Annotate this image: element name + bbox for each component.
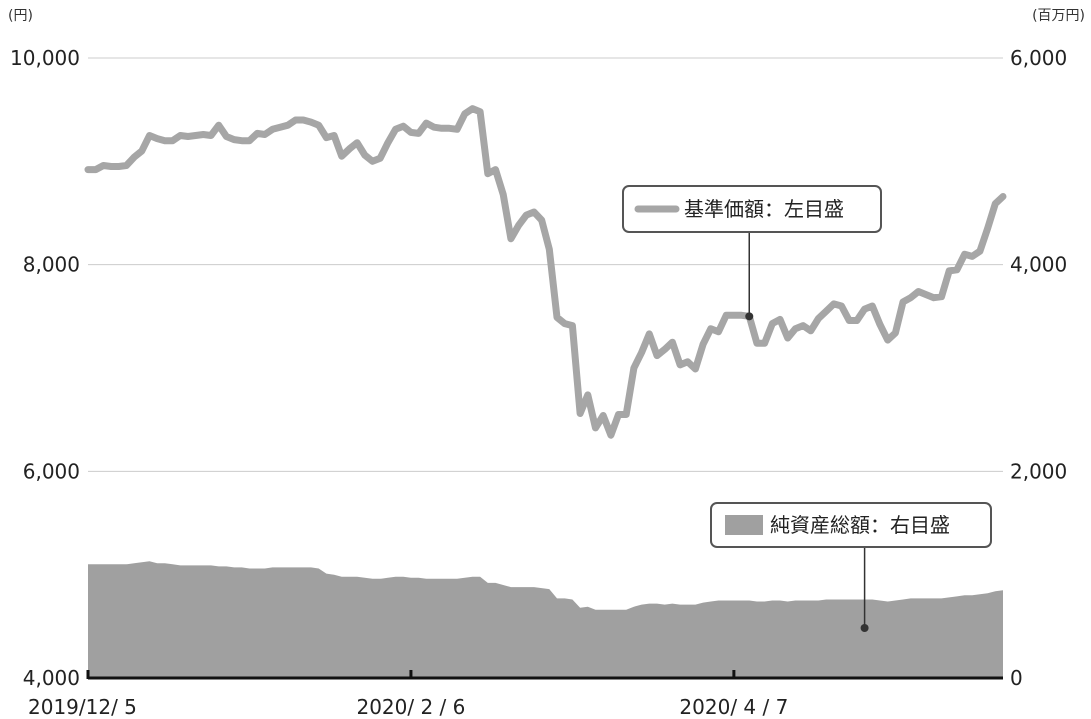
axes <box>86 670 1003 680</box>
assets-legend: 純資産総額：右目盛 <box>710 502 992 632</box>
nav-legend-label: 基準価額：左目盛 <box>684 197 844 221</box>
nav-legend-box <box>622 185 882 233</box>
assets-legend-swatch <box>725 515 763 535</box>
nav-line <box>84 105 1007 439</box>
x-tick-label: 2019/12/ 5 <box>28 695 137 719</box>
assets-legend-box <box>710 502 992 548</box>
assets-legend-label: 純資産総額：右目盛 <box>770 513 950 537</box>
left-y-tick-label: 8,000 <box>23 253 80 277</box>
right-y-tick-label: 4,000 <box>1010 253 1067 277</box>
right-y-tick-label: 2,000 <box>1010 459 1067 483</box>
x-tick-label: 2020/ 4 / 7 <box>679 695 788 719</box>
left-y-tick-label: 6,000 <box>23 459 80 483</box>
left-y-tick-labels: 10,000 8,000 6,000 4,000 <box>10 46 80 690</box>
right-y-tick-label: 0 <box>1010 666 1023 690</box>
left-axis-unit: (円) <box>8 8 33 24</box>
right-y-tick-label: 6,000 <box>1010 46 1067 70</box>
right-y-tick-labels: 6,000 4,000 2,000 0 <box>1010 46 1067 690</box>
left-y-tick-label: 4,000 <box>23 666 80 690</box>
nav-legend: 基準価額：左目盛 <box>622 185 882 321</box>
net-assets-area <box>88 561 1003 678</box>
assets-leader-dot <box>860 624 869 632</box>
left-y-tick-label: 10,000 <box>10 46 80 70</box>
right-axis-unit: (百万円) <box>1032 8 1085 24</box>
x-tick-labels: 2019/12/ 5 2020/ 2 / 6 2020/ 4 / 7 <box>28 695 788 719</box>
nav-leader-dot <box>745 312 754 321</box>
gridlines <box>88 57 1003 472</box>
x-tick-label: 2020/ 2 / 6 <box>356 695 465 719</box>
